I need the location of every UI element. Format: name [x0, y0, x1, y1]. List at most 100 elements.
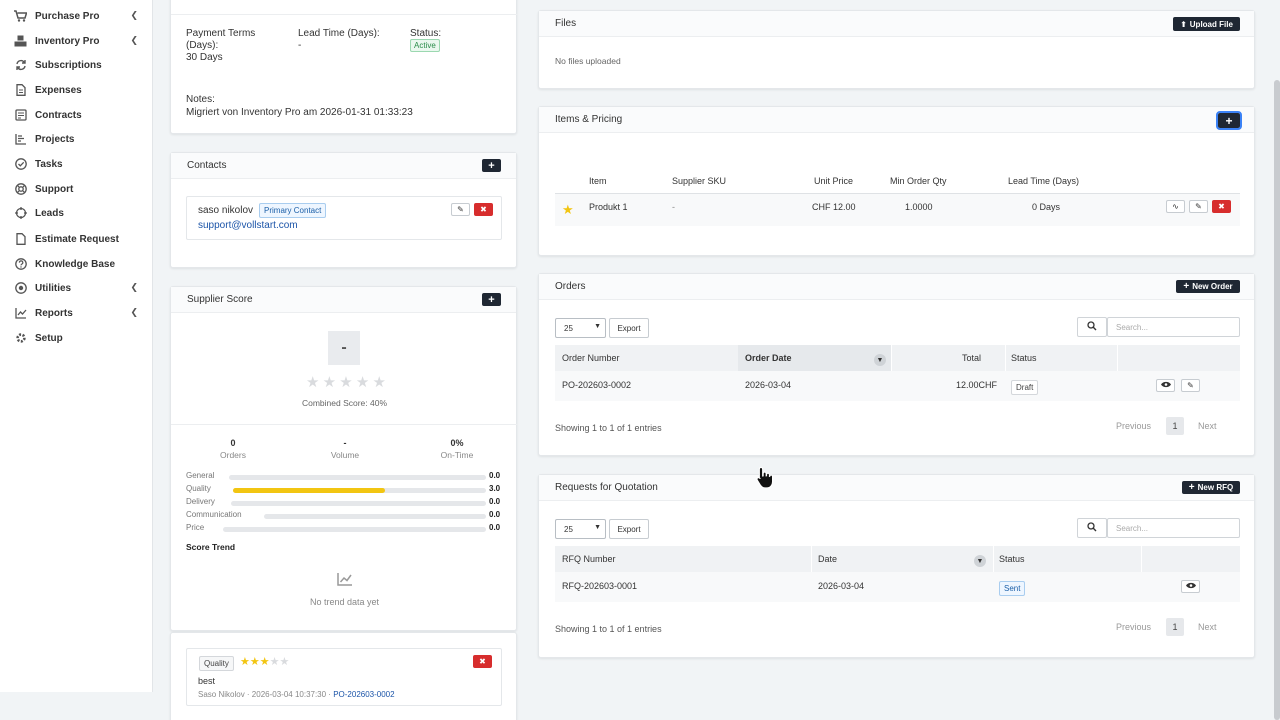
orders-search-input[interactable]: Search... [1107, 317, 1240, 337]
lead-time-label: Lead Time (Days): [298, 28, 380, 39]
delete-item-button[interactable]: ✖ [1212, 200, 1231, 213]
sidebar-item-label: Tasks [35, 158, 63, 170]
orders-export-button[interactable]: Export [609, 318, 649, 338]
sidebar-item-reports[interactable]: Reports ❮ [0, 302, 152, 324]
review-tag: Quality [199, 656, 234, 671]
upload-file-button[interactable]: ⬆ Upload File [1173, 17, 1240, 31]
new-order-button[interactable]: + New Order [1176, 280, 1240, 293]
delete-review-button[interactable]: ✖ [473, 655, 492, 668]
sidebar-item-label: Projects [35, 133, 75, 145]
edit-order-button[interactable]: ✎ [1181, 379, 1200, 392]
item-name: Produkt 1 [589, 202, 628, 212]
files-header: Files [539, 11, 1254, 37]
item-chart-button[interactable]: ∿ [1166, 200, 1185, 213]
col-order-number[interactable]: Order Number [562, 353, 620, 363]
review-order-link[interactable]: PO-202603-0002 [333, 690, 395, 699]
col-item: Item [589, 176, 607, 186]
contact-name: saso nikolov [198, 205, 254, 216]
col-total[interactable]: Total [962, 353, 982, 363]
close-icon: ✖ [1218, 202, 1225, 211]
sidebar-item-tasks[interactable]: Tasks [0, 153, 152, 175]
sidebar-item-inventory-pro[interactable]: Inventory Pro ❮ [0, 30, 152, 52]
files-empty-text: No files uploaded [555, 56, 621, 66]
rfq-export-button[interactable]: Export [609, 519, 649, 539]
rfq-search-button[interactable] [1077, 518, 1107, 538]
sidebar-item-subscriptions[interactable]: Subscriptions [0, 54, 152, 76]
add-contact-button[interactable]: + [482, 159, 501, 172]
status-badge: Active [410, 39, 440, 52]
table-row: RFQ-202603-0001 2026-03-04 Sent [555, 572, 1240, 602]
rfq-previous-button[interactable]: Previous [1116, 622, 1152, 632]
col-order-date[interactable]: Order Date [745, 353, 792, 363]
orders-next-button[interactable]: Next [1198, 421, 1217, 431]
score-trend-title: Score Trend [186, 542, 236, 552]
sidebar-item-support[interactable]: Support [0, 178, 152, 200]
chevron-left-icon: ❮ [130, 282, 138, 292]
question-icon [14, 258, 27, 271]
rfq-page-1-button[interactable]: 1 [1166, 618, 1184, 636]
divider [171, 424, 518, 425]
supplier-score-card: Supplier Score + - ★ ★ ★ ★ ★ Combined Sc… [170, 286, 518, 631]
edit-contact-button[interactable]: ✎ [451, 203, 470, 216]
payment-terms-label: Payment Terms (Days): [186, 28, 256, 51]
view-rfq-button[interactable] [1181, 580, 1200, 593]
col-rfq-number[interactable]: RFQ Number [562, 554, 616, 564]
status: Status: Active [410, 28, 441, 52]
payment-terms: Payment Terms (Days): 30 Days [186, 28, 276, 64]
orders-header: Orders [539, 274, 1254, 300]
sidebar-item-label: Expenses [35, 84, 82, 96]
sidebar-item-expenses[interactable]: Expenses [0, 79, 152, 101]
col-rfq-status[interactable]: Status [999, 554, 1025, 564]
view-order-button[interactable] [1156, 379, 1175, 392]
orders-page-1-button[interactable]: 1 [1166, 417, 1184, 435]
rfq-table-header [555, 546, 1240, 572]
score-bar-label: Price [186, 523, 205, 532]
score-bar-value: 0.0 [489, 523, 501, 532]
sidebar-item-utilities[interactable]: Utilities ❮ [0, 277, 152, 299]
score-bar-value: 3.0 [489, 484, 501, 493]
chevron-down-icon: ▼ [594, 524, 601, 531]
orders-table-header [555, 345, 1240, 371]
add-item-button[interactable]: + [1216, 111, 1242, 130]
sort-chevron-icon[interactable]: ▼ [974, 555, 986, 567]
sidebar-item-knowledge-base[interactable]: Knowledge Base [0, 253, 152, 275]
sidebar-item-contracts[interactable]: Contracts [0, 104, 152, 126]
rfq-page-size-select[interactable]: 25 ▼ [555, 519, 606, 539]
sidebar-item-label: Reports [35, 307, 73, 319]
page-scrollbar[interactable] [1274, 80, 1280, 720]
orders-page-size-select[interactable]: 25 ▼ [555, 318, 606, 338]
add-score-button[interactable]: + [482, 293, 501, 306]
contact-email-link[interactable]: support@vollstart.com [198, 220, 298, 231]
star-filled-icon: ★ [240, 656, 250, 668]
score-box: - [328, 331, 360, 365]
eye-icon [1160, 381, 1171, 390]
col-rfq-date[interactable]: Date [818, 554, 838, 564]
delete-contact-button[interactable]: ✖ [474, 203, 493, 216]
col-separator [811, 546, 812, 572]
orders-search-button[interactable] [1077, 317, 1107, 337]
stat-value: 0% [450, 438, 464, 448]
new-rfq-button[interactable]: + New RFQ [1182, 481, 1240, 494]
col-status[interactable]: Status [1011, 353, 1037, 363]
edit-item-button[interactable]: ✎ [1189, 200, 1208, 213]
rfq-next-button[interactable]: Next [1198, 622, 1217, 632]
score-bar-fill [233, 488, 385, 493]
score-bar-track [223, 527, 486, 532]
sidebar-item-projects[interactable]: Projects [0, 128, 152, 150]
rfq-info: Showing 1 to 1 of 1 entries [555, 624, 662, 634]
sidebar-item-leads[interactable]: Leads [0, 202, 152, 224]
review-meta: Saso Nikolov · 2026-03-04 10:37:30 · PO-… [198, 690, 395, 699]
sort-chevron-icon[interactable]: ▼ [874, 354, 886, 366]
order-number: PO-202603-0002 [562, 380, 632, 390]
star-filled-icon[interactable]: ★ [562, 202, 574, 217]
review-text: best [198, 676, 216, 686]
close-icon: ✖ [480, 205, 487, 214]
sidebar-item-setup[interactable]: Setup [0, 327, 152, 349]
sidebar-item-estimate-request[interactable]: Estimate Request [0, 228, 152, 250]
sidebar-item-purchase-pro[interactable]: Purchase Pro ❮ [0, 5, 152, 27]
review-card: Quality ★ ★ ★ ★ ★ best Saso Nikolov · 2026-0… [170, 632, 517, 720]
score-bar-value: 0.0 [489, 510, 501, 519]
orders-previous-button[interactable]: Previous [1116, 421, 1152, 431]
star-empty-icon: ★ [269, 656, 280, 668]
rfq-search-input[interactable]: Search... [1107, 518, 1240, 538]
